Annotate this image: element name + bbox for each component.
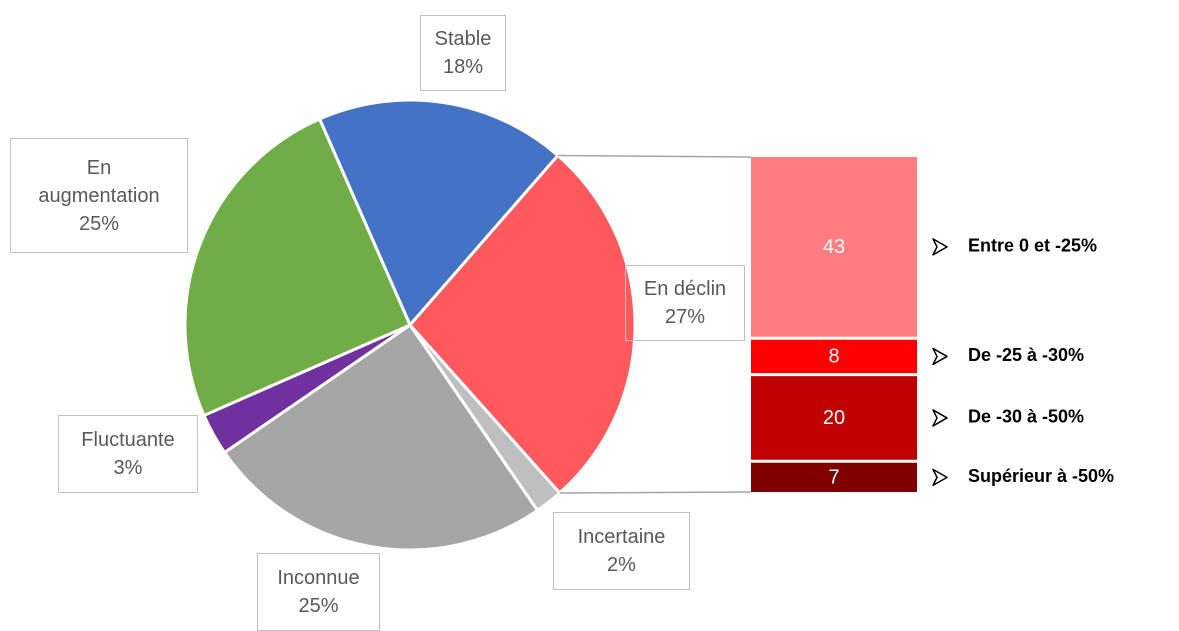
bar-segment <box>751 376 917 460</box>
slice-label-box: En augmentation 25% <box>10 138 188 253</box>
segment-label: 20 <box>823 407 845 429</box>
bar-segment <box>751 462 917 492</box>
pie-slice <box>408 153 637 496</box>
slice-name: En augmentation <box>38 156 160 207</box>
slice-label-box: Incertaine 2% <box>553 512 690 590</box>
legend-label: Entre 0 et -25% <box>968 236 1097 256</box>
bullet-arrow <box>932 468 948 487</box>
legend-label: De -30 à -50% <box>968 407 1084 427</box>
slice-value: 3% <box>113 457 143 479</box>
bullet-arrow <box>932 409 948 427</box>
slice-value: 18% <box>442 56 484 78</box>
bullet-arrow <box>932 347 948 366</box>
pie-slice <box>183 116 412 418</box>
slice-name: Fluctuante <box>81 429 175 451</box>
bar-segment <box>751 157 917 337</box>
segment-label: 43 <box>823 236 845 258</box>
slice-label-box: Fluctuante 3% <box>58 415 198 493</box>
pie-slice <box>317 98 561 328</box>
slice-value: 25% <box>78 212 120 235</box>
slice-name: Stable <box>434 28 492 50</box>
slice-value: 2% <box>607 554 636 576</box>
slice-name: Inconnue <box>277 567 360 589</box>
bullet-arrow <box>932 238 948 256</box>
slice-name: Incertaine <box>577 526 666 548</box>
slice-value: 25% <box>298 595 339 617</box>
connector-line <box>559 491 752 494</box>
pie-slice <box>222 322 540 552</box>
segment-label: 8 <box>828 346 839 368</box>
legend-label: De -25 à -30% <box>968 345 1084 365</box>
slice-label-box: En déclin 27% <box>625 265 745 341</box>
bar-segment <box>751 339 917 374</box>
slice-label-box: Inconnue 25% <box>257 553 380 631</box>
legend-label: Supérieur à -50% <box>968 466 1114 486</box>
slice-value: 27% <box>664 306 706 328</box>
slice-name: En déclin <box>643 278 727 300</box>
segment-label: 7 <box>828 467 839 489</box>
slice-label-box: Stable 18% <box>420 15 506 91</box>
connector-line <box>557 154 752 158</box>
